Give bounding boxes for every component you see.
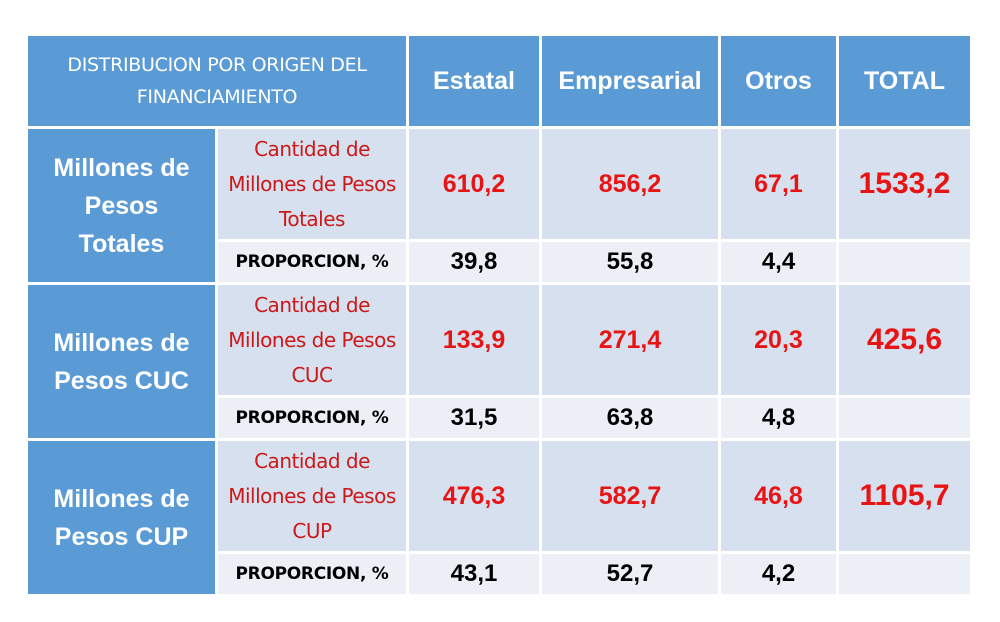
proportion-value-estatal: 39,8 bbox=[409, 242, 539, 282]
quantity-label-line: CUC bbox=[291, 362, 333, 387]
proportion-label: PROPORCION, % bbox=[218, 242, 406, 282]
corner-header-line-2: FINANCIAMIENTO bbox=[136, 86, 298, 108]
column-header-empresarial: Empresarial bbox=[542, 36, 718, 126]
proportion-value-otros: 4,2 bbox=[721, 554, 836, 594]
group-label-line: Pesos bbox=[84, 191, 159, 220]
financing-distribution-table: DISTRIBUCION POR ORIGEN DEL FINANCIAMIEN… bbox=[25, 33, 973, 597]
quantity-value-empresarial: 856,2 bbox=[542, 129, 718, 239]
quantity-label-line: CUP bbox=[292, 518, 332, 543]
quantity-total: 1533,2 bbox=[839, 129, 970, 239]
quantity-label: Cantidad de Millones de Pesos CUP bbox=[218, 441, 406, 551]
proportion-row-cuc: PROPORCION, % 31,5 63,8 4,8 bbox=[28, 398, 970, 438]
quantity-label: Cantidad de Millones de Pesos Totales bbox=[218, 129, 406, 239]
quantity-label-line: Totales bbox=[279, 206, 345, 231]
proportion-label: PROPORCION, % bbox=[218, 398, 406, 438]
table-corner-header: DISTRIBUCION POR ORIGEN DEL FINANCIAMIEN… bbox=[28, 36, 406, 126]
quantity-label-line: Millones de Pesos bbox=[228, 327, 396, 352]
corner-header-line-1: DISTRIBUCION POR ORIGEN DEL bbox=[67, 54, 367, 76]
group-label-line: Pesos CUP bbox=[54, 522, 189, 551]
proportion-row-cup: PROPORCION, % 43,1 52,7 4,2 bbox=[28, 554, 970, 594]
quantity-label: Cantidad de Millones de Pesos CUC bbox=[218, 285, 406, 395]
group-label-line: Millones de bbox=[53, 153, 190, 182]
quantity-total: 425,6 bbox=[839, 285, 970, 395]
quantity-label-line: Cantidad de bbox=[254, 448, 370, 473]
proportion-value-otros: 4,8 bbox=[721, 398, 836, 438]
proportion-value-empresarial: 55,8 bbox=[542, 242, 718, 282]
group-label-totales: Millones de Pesos Totales bbox=[28, 129, 215, 282]
quantity-value-otros: 46,8 bbox=[721, 441, 836, 551]
quantity-total: 1105,7 bbox=[839, 441, 970, 551]
proportion-row-totales: PROPORCION, % 39,8 55,8 4,4 bbox=[28, 242, 970, 282]
quantity-value-estatal: 133,9 bbox=[409, 285, 539, 395]
proportion-total-empty bbox=[839, 242, 970, 282]
proportion-total-empty bbox=[839, 554, 970, 594]
quantity-label-line: Millones de Pesos bbox=[228, 483, 396, 508]
quantity-label-line: Cantidad de bbox=[254, 292, 370, 317]
column-header-estatal: Estatal bbox=[409, 36, 539, 126]
quantity-row-cup: Millones de Pesos CUP Cantidad de Millon… bbox=[28, 441, 970, 594]
quantity-value-estatal: 610,2 bbox=[409, 129, 539, 239]
quantity-value-empresarial: 582,7 bbox=[542, 441, 718, 551]
proportion-total-empty bbox=[839, 398, 970, 438]
column-header-otros: Otros bbox=[721, 36, 836, 126]
proportion-value-empresarial: 52,7 bbox=[542, 554, 718, 594]
quantity-label-line: Cantidad de bbox=[254, 136, 370, 161]
quantity-value-estatal: 476,3 bbox=[409, 441, 539, 551]
header-row: DISTRIBUCION POR ORIGEN DEL FINANCIAMIEN… bbox=[28, 36, 970, 126]
group-label-line: Millones de bbox=[53, 484, 190, 513]
column-header-total: TOTAL bbox=[839, 36, 970, 126]
quantity-label-line: Millones de Pesos bbox=[228, 171, 396, 196]
group-label-cuc: Millones de Pesos CUC bbox=[28, 285, 215, 438]
proportion-label: PROPORCION, % bbox=[218, 554, 406, 594]
quantity-value-otros: 20,3 bbox=[721, 285, 836, 395]
quantity-row-cuc: Millones de Pesos CUC Cantidad de Millon… bbox=[28, 285, 970, 438]
proportion-value-otros: 4,4 bbox=[721, 242, 836, 282]
quantity-row-totales: Millones de Pesos Totales Cantidad de Mi… bbox=[28, 129, 970, 282]
quantity-value-otros: 67,1 bbox=[721, 129, 836, 239]
group-label-line: Pesos CUC bbox=[54, 366, 189, 395]
quantity-value-empresarial: 271,4 bbox=[542, 285, 718, 395]
proportion-value-estatal: 31,5 bbox=[409, 398, 539, 438]
group-label-cup: Millones de Pesos CUP bbox=[28, 441, 215, 594]
group-label-line: Millones de bbox=[53, 328, 190, 357]
group-label-line: Totales bbox=[78, 229, 165, 258]
proportion-value-empresarial: 63,8 bbox=[542, 398, 718, 438]
proportion-value-estatal: 43,1 bbox=[409, 554, 539, 594]
